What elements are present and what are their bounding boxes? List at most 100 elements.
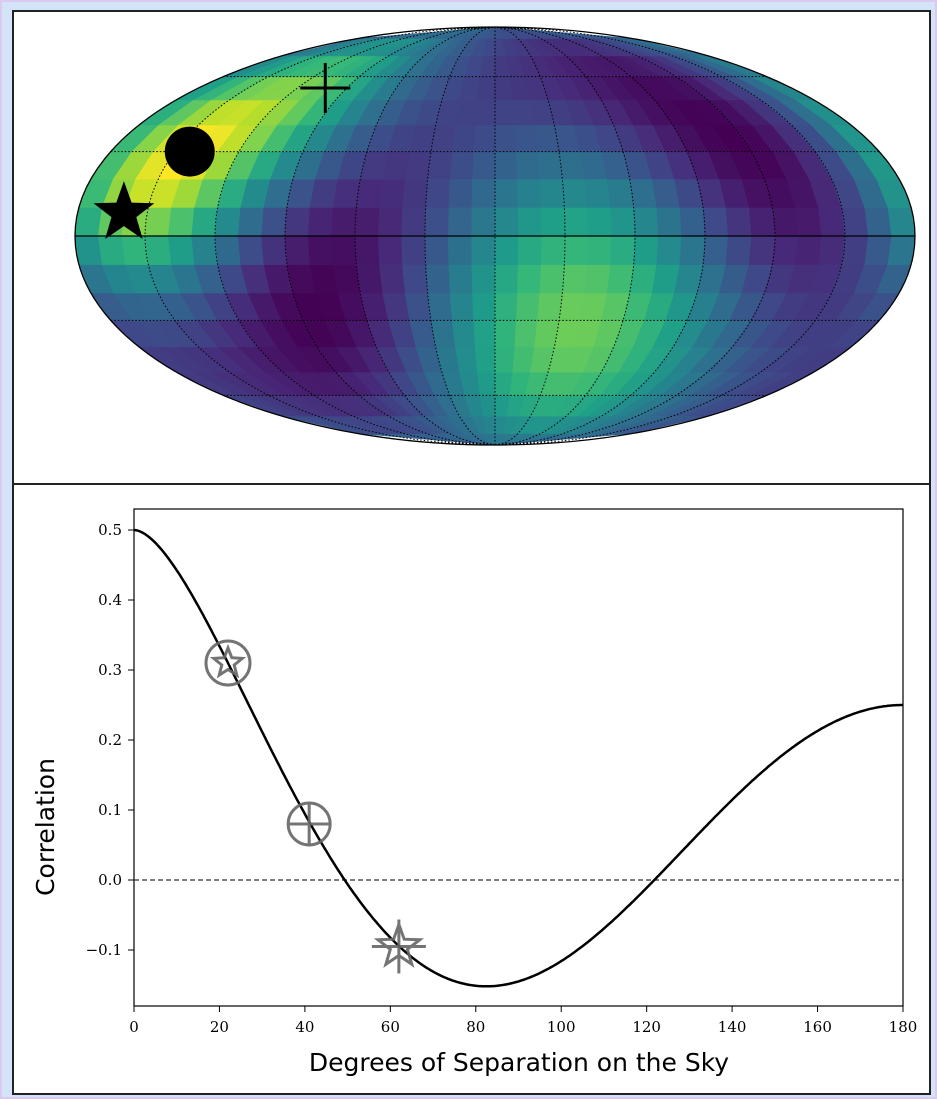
heatmap-tile <box>401 207 427 237</box>
heatmap-tile <box>167 235 195 265</box>
y-tick-label: 0.4 <box>98 591 122 609</box>
heatmap-tile <box>214 207 242 237</box>
heatmap-tile <box>887 235 915 265</box>
heatmap-tile <box>725 207 753 237</box>
heatmap-tile <box>451 124 476 152</box>
heatmap-tile <box>563 235 589 265</box>
heatmap-tile <box>494 235 519 265</box>
x-tick-label: 140 <box>718 1018 747 1036</box>
heatmap-tile <box>494 99 516 126</box>
heatmap-tiles <box>75 27 915 445</box>
heatmap-tile <box>471 264 496 294</box>
circle-marker <box>164 126 215 177</box>
heatmap-tile <box>379 264 406 294</box>
heatmap-tile <box>539 178 565 208</box>
heatmap-tile <box>841 207 869 237</box>
heatmap-tile <box>448 264 473 294</box>
heatmap-tile <box>584 178 611 208</box>
heatmap-tile <box>537 292 563 321</box>
heatmap-tile <box>540 207 566 237</box>
heatmap-tile <box>563 207 589 237</box>
heatmap-tile <box>427 292 453 321</box>
heatmap-tile <box>404 151 432 180</box>
heatmap-tile <box>725 235 753 265</box>
x-axis-label: Degrees of Separation on the Sky <box>309 1048 729 1077</box>
heatmap-tile <box>332 178 361 208</box>
star-plus-point <box>371 919 426 974</box>
heatmap-tile <box>494 76 514 101</box>
heatmap-tile <box>795 207 823 237</box>
heatmap-tile <box>448 178 473 208</box>
heatmap-tile <box>284 235 311 265</box>
heatmap-tile <box>354 235 380 265</box>
heatmap-tile <box>331 235 357 265</box>
heatmap-tile <box>424 235 450 265</box>
heatmap-tile <box>471 235 496 265</box>
heatmap-tile <box>144 235 172 265</box>
heatmap-tile <box>402 178 428 208</box>
heatmap-tile <box>562 178 588 208</box>
plot-area <box>133 508 904 1007</box>
heatmap-tile <box>237 235 265 265</box>
heatmap-tile <box>795 235 823 265</box>
heatmap-tile <box>472 151 496 180</box>
heatmap-tile <box>515 292 541 321</box>
heatmap-tile <box>354 207 380 237</box>
x-tick-label: 60 <box>381 1018 400 1036</box>
heatmap-tile <box>514 320 539 348</box>
plus-marker <box>300 63 351 114</box>
heatmap-tile <box>818 235 846 265</box>
heatmap-tile <box>633 235 659 265</box>
heatmap-tile <box>191 235 218 265</box>
heatmap-tile <box>610 207 636 237</box>
heatmap-tile <box>494 346 516 373</box>
heatmap-tile <box>656 207 683 237</box>
heatmap-tile <box>772 235 799 265</box>
heatmap-tile <box>679 207 706 237</box>
meridian-line <box>494 26 566 446</box>
heatmap-tile <box>476 76 496 101</box>
heatmap-tile <box>447 207 473 237</box>
heatmap-tile <box>455 346 478 373</box>
x-tick-label: 0 <box>129 1018 139 1036</box>
y-tick-label: 0.5 <box>98 521 122 539</box>
heatmap-tile <box>472 292 496 321</box>
heatmap-tile <box>261 207 288 237</box>
heatmap-tile <box>237 207 265 237</box>
y-axis-label: Correlation <box>31 758 60 896</box>
heatmap-tile <box>633 207 659 237</box>
heatmap-tile <box>474 346 496 373</box>
heatmap-tile <box>402 264 428 294</box>
heatmap-tile <box>476 371 496 396</box>
heatmap-tile <box>425 264 451 294</box>
heatmap-tile <box>679 235 706 265</box>
heatmap-tile <box>517 235 543 265</box>
star-outline <box>209 643 247 679</box>
heatmap-tile <box>606 178 635 208</box>
heatmap-tile <box>702 235 729 265</box>
x-tick-label: 180 <box>889 1018 918 1036</box>
heatmap-tile <box>702 207 729 237</box>
y-tick-label: 0.0 <box>98 871 122 889</box>
heatmap-tile <box>307 207 334 237</box>
x-tick-label: 20 <box>210 1018 229 1036</box>
circle-ring <box>204 639 252 687</box>
heatmap-tile <box>144 207 172 237</box>
heatmap-tile <box>587 235 613 265</box>
y-tick-label: −0.1 <box>86 941 122 959</box>
heatmap-tile <box>587 207 613 237</box>
heatmap-tile <box>377 235 403 265</box>
heatmap-tile <box>841 235 869 265</box>
sky-map <box>74 26 916 446</box>
heatmap-tile <box>772 207 799 237</box>
heatmap-tile <box>449 151 475 180</box>
heatmap-tile <box>864 207 893 237</box>
heatmap-tile <box>474 99 496 126</box>
heatmap-tile <box>455 99 478 126</box>
heatmap-tile <box>355 264 384 294</box>
sky-map-panel <box>12 10 931 485</box>
heatmap-tile <box>494 178 519 208</box>
heatmap-tile <box>449 292 475 321</box>
heatmap-tile <box>284 207 311 237</box>
heatmap-tile <box>167 207 195 237</box>
